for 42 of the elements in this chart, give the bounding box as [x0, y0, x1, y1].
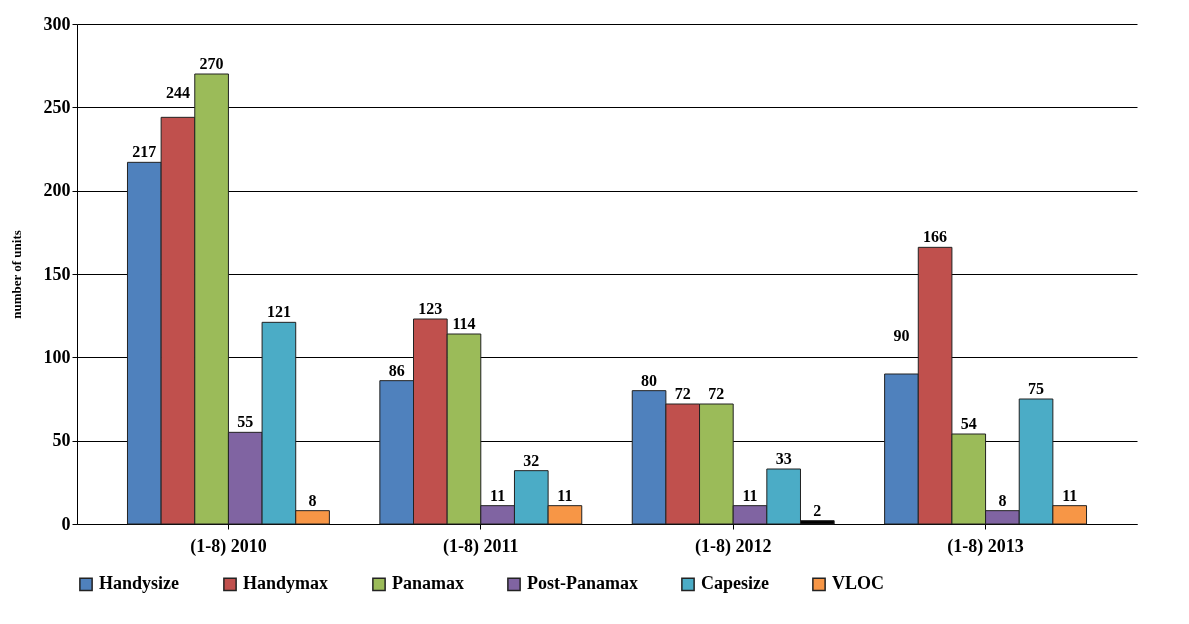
y-axis-title: number of units: [8, 230, 24, 319]
data-label: 217: [132, 143, 157, 161]
data-label: 244: [165, 84, 190, 102]
legend-label: VLOC: [832, 573, 885, 594]
x-tick-label: (1-8) 2013: [947, 535, 1024, 557]
x-tick-label: (1-8) 2012: [694, 535, 772, 557]
data-label: 32: [523, 451, 540, 469]
data-label: 80: [641, 371, 658, 389]
legend-label: Capesize: [701, 573, 769, 594]
y-tick-label: 0: [61, 513, 71, 534]
data-label: 123: [418, 300, 443, 317]
data-label: 90: [893, 327, 910, 344]
data-label: 11: [1062, 486, 1078, 504]
x-tick-label: (1-8) 2010: [190, 535, 267, 557]
legend-label: Panamax: [392, 573, 464, 594]
legend-label: Post-Panamax: [527, 573, 638, 594]
data-label: 2: [813, 501, 822, 519]
y-tick-label: 150: [43, 263, 71, 284]
y-tick-label: 50: [52, 430, 71, 451]
data-label: 72: [674, 385, 691, 402]
data-label: 121: [266, 303, 291, 321]
data-label: 55: [237, 413, 254, 431]
data-label: 8: [998, 491, 1007, 509]
data-label: 166: [923, 228, 948, 246]
data-label: 11: [490, 486, 506, 504]
data-label: 11: [557, 486, 573, 504]
x-tick-label: (1-8) 2011: [443, 535, 519, 557]
data-label: 11: [742, 486, 758, 504]
y-tick-label: 250: [43, 96, 71, 117]
data-label: 54: [960, 415, 977, 432]
data-label: 75: [1028, 380, 1045, 397]
data-label: 72: [708, 385, 725, 402]
y-tick-label: 200: [43, 180, 71, 201]
data-label: 270: [199, 55, 224, 72]
y-tick-label: 100: [43, 346, 71, 367]
data-label: 33: [775, 450, 792, 467]
data-label: 114: [452, 315, 476, 332]
y-tick-label: 300: [43, 13, 71, 34]
legend-label: Handysize: [99, 573, 180, 594]
data-label: 86: [388, 361, 405, 379]
legend-label: Handymax: [243, 573, 329, 594]
data-label: 8: [308, 491, 317, 509]
